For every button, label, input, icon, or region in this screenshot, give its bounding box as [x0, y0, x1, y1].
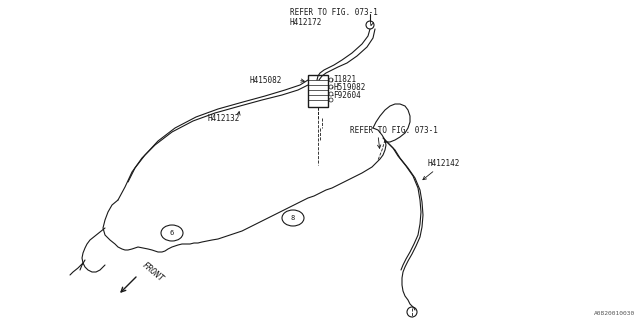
Text: REFER TO FIG. 073-1: REFER TO FIG. 073-1: [290, 7, 378, 17]
Text: A0820010030: A0820010030: [594, 311, 635, 316]
Text: 8: 8: [291, 215, 295, 221]
Text: H412132: H412132: [208, 114, 241, 123]
Bar: [308, 75, 328, 107]
Text: I1821: I1821: [333, 75, 356, 84]
Text: H412172: H412172: [290, 18, 323, 27]
Text: F92604: F92604: [333, 91, 361, 100]
Text: FRONT: FRONT: [140, 260, 165, 284]
Text: H519082: H519082: [333, 83, 365, 92]
Text: REFER TO FIG. 073-1: REFER TO FIG. 073-1: [350, 125, 438, 134]
Text: H412142: H412142: [428, 158, 460, 167]
Text: 6: 6: [170, 230, 174, 236]
Text: H415082: H415082: [250, 76, 282, 84]
